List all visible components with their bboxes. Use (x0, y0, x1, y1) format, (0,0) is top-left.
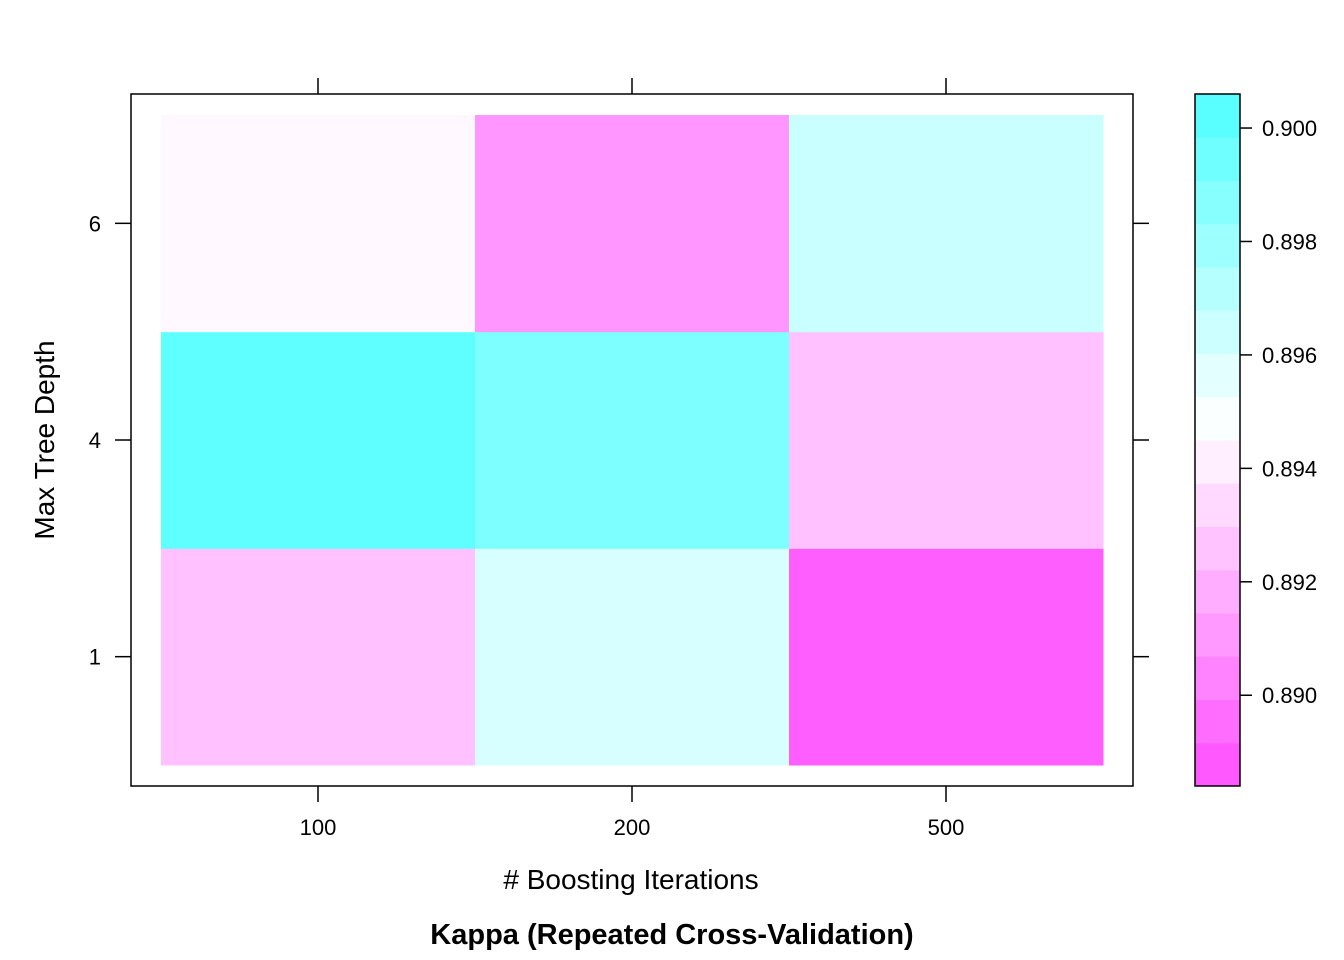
colorbar-band-16 (1195, 94, 1240, 138)
colorbar-band-11 (1195, 310, 1240, 354)
colorbar-tick-label-0.896: 0.896 (1262, 343, 1317, 368)
colorbar: 0.890 0.892 0.894 0.896 0.898 0.900 (1194, 93, 1317, 787)
colorbar-band-13 (1195, 223, 1240, 268)
colorbar-tick-label-0.898: 0.898 (1262, 229, 1317, 254)
colorbar-band-3 (1195, 656, 1240, 700)
x-tick-label-100: 100 (300, 815, 337, 840)
x-axis-title: # Boosting Iterations (503, 864, 758, 895)
colorbar-band-12 (1195, 267, 1240, 311)
colorbar-band-10 (1195, 353, 1240, 398)
colorbar-band-1 (1195, 742, 1240, 787)
y-tick-label-4: 4 (89, 428, 101, 453)
colorbar-band-15 (1195, 137, 1240, 181)
colorbar-band-9 (1195, 396, 1240, 441)
heatmap-cell-100-1 (161, 548, 476, 766)
heatmap-cell-100-6 (161, 115, 476, 333)
heatmap-cell-200-6 (475, 115, 790, 333)
y-tick-label-1: 1 (89, 645, 101, 670)
axis-ticks: 100 200 500 1 4 6 (89, 78, 1149, 840)
colorbar-band-14 (1195, 180, 1240, 225)
x-tick-label-500: 500 (928, 815, 965, 840)
colorbar-band-7 (1195, 483, 1240, 527)
colorbar-band-8 (1195, 440, 1240, 484)
y-tick-label-6: 6 (89, 211, 101, 236)
colorbar-tick-label-0.894: 0.894 (1262, 456, 1317, 481)
heatmap-cell-500-1 (789, 548, 1104, 766)
colorbar-band-2 (1195, 699, 1240, 744)
heatmap-cell-200-1 (475, 548, 790, 766)
heatmap-cell-100-4 (161, 331, 476, 549)
x-tick-label-200: 200 (614, 815, 651, 840)
heatmap-cells (161, 115, 1104, 766)
colorbar-band-6 (1195, 526, 1240, 571)
colorbar-frame (1194, 93, 1241, 787)
heatmap-cell-500-4 (789, 331, 1104, 549)
chart-title: Kappa (Repeated Cross-Validation) (430, 919, 913, 951)
colorbar-tick-label-0.900: 0.900 (1262, 116, 1317, 141)
colorbar-band-4 (1195, 613, 1240, 657)
heatmap-cell-200-4 (475, 331, 790, 549)
y-axis-title: Max Tree Depth (29, 340, 60, 539)
colorbar-tick-label-0.890: 0.890 (1262, 683, 1317, 708)
colorbar-tick-label-0.892: 0.892 (1262, 570, 1317, 595)
colorbar-band-5 (1195, 569, 1240, 614)
heatmap-cell-500-6 (789, 115, 1104, 333)
